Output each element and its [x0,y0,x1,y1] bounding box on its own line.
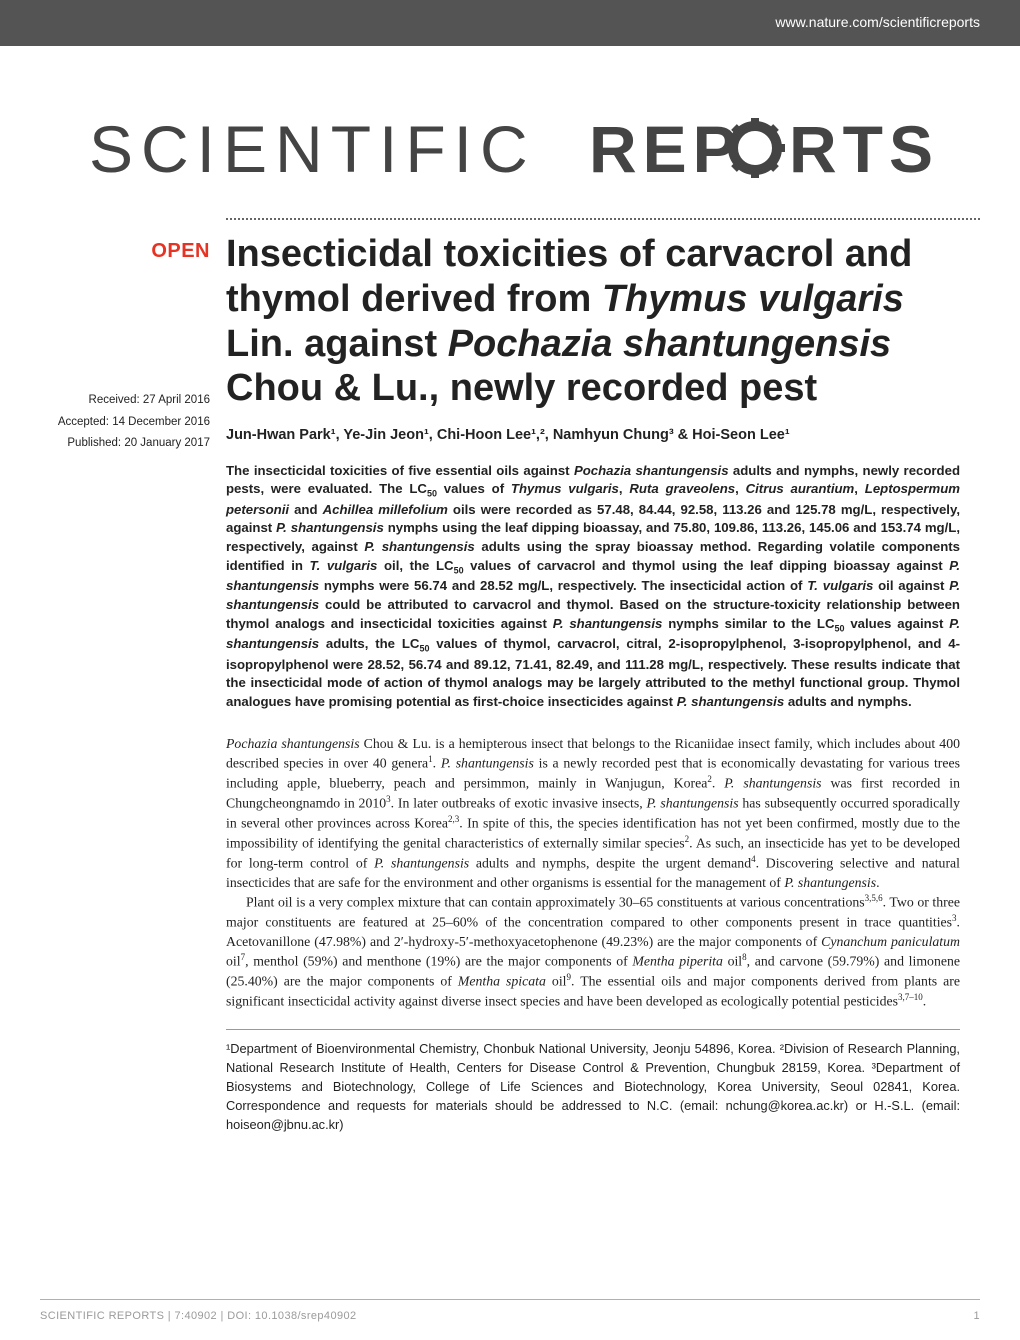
body-species: P. shantungensis [441,756,534,771]
body-species: Cynanchum paniculatum [821,934,960,949]
body-frag: . [876,875,879,890]
abs-species: Citrus aurantium [746,481,855,496]
abs-frag: oil, the LC [377,558,453,573]
abs-sub: 50 [834,623,844,633]
abs-species: Thymus vulgaris [511,481,619,496]
body-species: Pochazia shantungensis [226,736,360,751]
body-frag: oil [546,974,567,989]
abs-sub: 50 [419,644,429,654]
body-frag: . [433,756,441,771]
abs-frag: oil against [873,578,949,593]
cite-sup: 2,3 [448,814,459,824]
abs-frag: and [289,502,323,517]
journal-header: www.nature.com/scientificreports [0,0,1020,46]
title-species: Pochazia shantungensis [448,323,891,365]
journal-url[interactable]: www.nature.com/scientificreports [775,14,980,30]
body-frag: Plant oil is a very complex mixture that… [246,895,865,910]
affiliations: ¹Department of Bioenvironmental Chemistr… [226,1040,960,1135]
accepted-date: 14 December 2016 [112,416,210,428]
body-frag: . [712,776,724,791]
published-date: 20 January 2017 [124,437,210,449]
article-dates: Received: 27 April 2016 Accepted: 14 Dec… [40,391,210,454]
cite-sup: 3,7–10 [898,992,923,1002]
svg-text:REP: REP [589,112,743,186]
abs-species: T. vulgaris [310,558,378,573]
open-access-badge: OPEN [40,240,210,263]
abs-frag: values of [437,481,511,496]
footer-rule [40,1299,980,1300]
abs-frag: adults and nymphs. [784,694,912,709]
abs-frag: , [735,481,745,496]
body-frag: adults and nymphs, despite the urgent de… [469,855,751,870]
affiliation-rule [226,1029,960,1030]
journal-logo: SCIENTIFIC REP RTS [88,106,960,196]
abs-frag: adults, the LC [319,636,419,651]
title-frag: Chou & Lu., newly recorded pest [226,367,817,409]
body-species: P. shantungensis [784,875,876,890]
footer-journal: Scientific Reports [40,1310,164,1322]
svg-text:RTS: RTS [789,112,939,186]
body-species: Mentha spicata [458,974,546,989]
paragraph-2: Plant oil is a very complex mixture that… [226,892,960,1011]
abs-frag: nymphs similar to the LC [662,616,834,631]
author-list: Jun-Hwan Park¹, Ye-Jin Jeon¹, Chi-Hoon L… [226,425,960,445]
abs-species: P. shantungensis [276,520,384,535]
abs-species: Achillea millefolium [323,502,448,517]
body-frag: oil [226,954,241,969]
received-label: Received: [89,394,140,406]
body-text: Pochazia shantungensis Chou & Lu. is a h… [226,734,960,1011]
body-species: P. shantungensis [724,776,821,791]
paragraph-1: Pochazia shantungensis Chou & Lu. is a h… [226,734,960,892]
abs-frag: , [854,481,864,496]
article-title: Insecticidal toxicities of carvacrol and… [226,232,960,411]
title-frag: Lin. against [226,323,448,365]
abs-species: Pochazia shantungensis [574,463,729,478]
abs-sub: 50 [427,489,437,499]
scientific-reports-logo: SCIENTIFIC REP RTS [88,106,960,196]
abs-frag: values of carvacrol and thymol using the… [464,558,950,573]
body-frag: . In later outbreaks of exotic invasive … [391,796,647,811]
left-sidebar: OPEN Received: 27 April 2016 Accepted: 1… [40,240,210,456]
abs-species: T. vulgaris [807,578,873,593]
footer-citation: | 7:40902 | DOI: 10.1038/srep40902 [164,1310,356,1322]
dotted-divider [226,218,980,220]
published-label: Published: [67,437,121,449]
body-species: P. shantungensis [374,855,469,870]
abs-species: Ruta graveolens [629,481,735,496]
title-species: Thymus vulgaris [602,278,904,320]
body-frag: . [923,993,926,1008]
abstract: The insecticidal toxicities of five esse… [226,462,960,712]
page-number: 1 [973,1310,980,1322]
body-frag: oil [723,954,742,969]
abs-frag: , [619,481,629,496]
svg-text:SCIENTIFIC: SCIENTIFIC [89,112,536,186]
main-column: Insecticidal toxicities of carvacrol and… [226,232,960,1134]
abs-species: P. shantungensis [364,539,474,554]
accepted-label: Accepted: [58,416,109,428]
cite-sup: 3,5,6 [865,893,883,903]
abs-species: P. shantungensis [553,616,663,631]
abs-sub: 50 [454,566,464,576]
abs-species: P. shantungensis [677,694,784,709]
body-species: P. shantungensis [646,796,738,811]
abs-frag: values against [845,616,950,631]
page-footer: Scientific Reports | 7:40902 | DOI: 10.1… [40,1310,980,1322]
abs-frag: The insecticidal toxicities of five esse… [226,463,574,478]
body-frag: , menthol (59%) and menthone (19%) are t… [245,954,632,969]
received-date: 27 April 2016 [143,394,210,406]
abs-frag: nymphs were 56.74 and 28.52 mg/L, respec… [319,578,807,593]
body-species: Mentha piperita [632,954,723,969]
